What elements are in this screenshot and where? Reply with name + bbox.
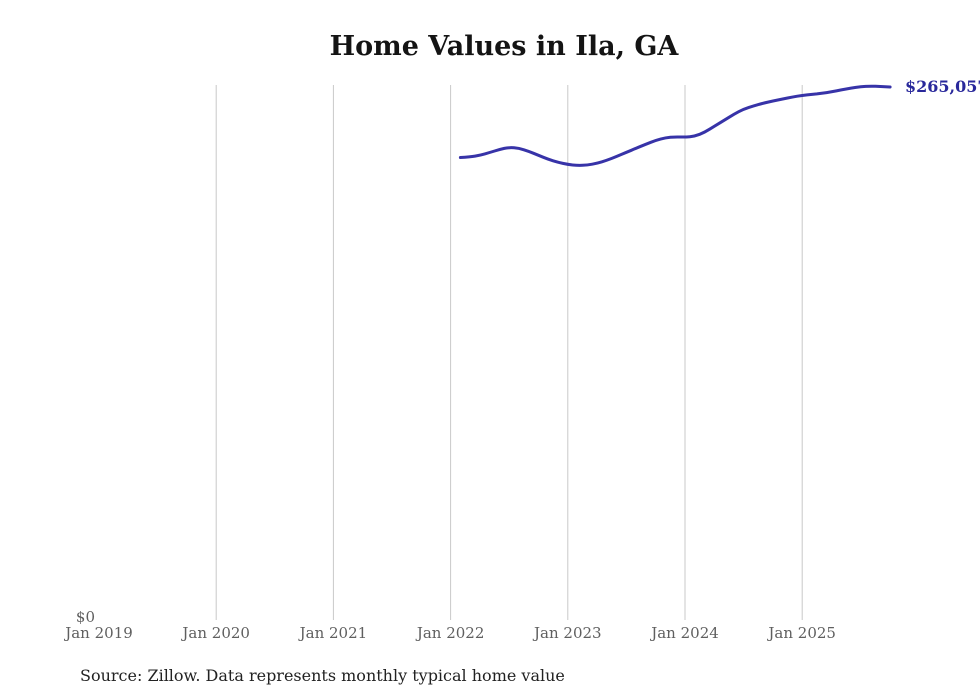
x-tick-label: Jan 2021	[298, 624, 368, 642]
x-tick-label: Jan 2020	[180, 624, 250, 642]
y-zero-label: $0	[76, 608, 95, 626]
x-tick-labels: Jan 2019 Jan 2020 Jan 2021 Jan 2022 Jan 2023…	[63, 624, 836, 642]
end-value-label: $265,057	[905, 77, 980, 96]
value-line	[458, 84, 892, 167]
x-tick-label: Jan 2022	[415, 624, 485, 642]
chart-title: Home Values in Ila, GA	[330, 31, 680, 62]
gridlines	[215, 85, 803, 620]
x-tick-label: Jan 2024	[649, 624, 719, 642]
x-tick-label: Jan 2023	[532, 624, 602, 642]
source-note: Source: Zillow. Data represents monthly …	[80, 666, 565, 685]
x-tick-label: Jan 2025	[766, 624, 836, 642]
x-tick-label: Jan 2019	[63, 624, 133, 642]
